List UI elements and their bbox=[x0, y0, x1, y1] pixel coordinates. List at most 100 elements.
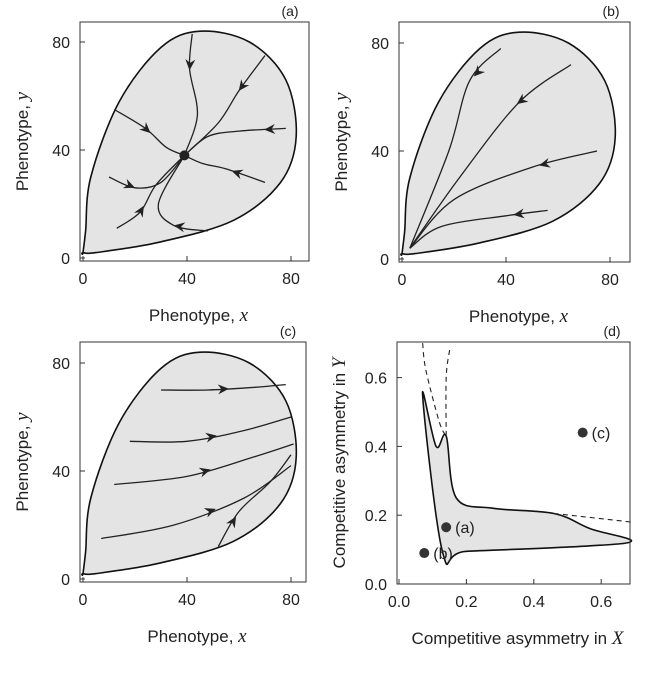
trajectory-line bbox=[183, 127, 286, 156]
trajectory-arrow bbox=[264, 124, 276, 135]
y-tick-label: 80 bbox=[52, 35, 70, 52]
y-axis-variable: y bbox=[12, 412, 33, 423]
y-tick-label: 80 bbox=[52, 356, 70, 373]
plot-frame bbox=[398, 21, 631, 263]
trajectory-arrow bbox=[173, 222, 186, 233]
y-tick-label: 40 bbox=[371, 144, 389, 161]
trajectory-line bbox=[160, 383, 286, 391]
trajectory-arrow bbox=[198, 467, 211, 478]
x-tick-label: 80 bbox=[601, 272, 619, 289]
y-axis-variable: y bbox=[331, 92, 352, 103]
x-tick-label: 0.0 bbox=[388, 594, 410, 611]
trajectory-line bbox=[409, 150, 598, 249]
trajectory-arrow bbox=[217, 384, 229, 395]
feasible-region bbox=[81, 351, 298, 576]
trajectory-arrow bbox=[185, 59, 196, 71]
trajectory-arrow bbox=[122, 178, 135, 189]
x-tick-label: 80 bbox=[282, 271, 300, 288]
y-axis-label: Phenotype, y bbox=[331, 92, 352, 192]
panel-label: (c) bbox=[280, 323, 296, 339]
case-point bbox=[419, 548, 430, 559]
trajectory-arrow bbox=[139, 122, 151, 134]
x-tick-label: 40 bbox=[497, 272, 515, 289]
x-axis-variable: x bbox=[559, 306, 569, 327]
trajectory-arrow bbox=[238, 79, 250, 92]
x-axis-variable: x bbox=[239, 305, 249, 326]
x-axis-label: Phenotype, x bbox=[149, 305, 249, 326]
trajectory-line bbox=[114, 443, 294, 486]
trajectory-line bbox=[184, 154, 266, 184]
y-tick-label: 40 bbox=[52, 464, 70, 481]
trajectory-arrow bbox=[203, 508, 216, 518]
panel-d: (d) 0.0 0.2 0.4 0.6 0.0 0.2 0.4 0.6 Competitive a… bbox=[329, 323, 633, 649]
x-axis-label: Competitive asymmetry in X bbox=[412, 628, 625, 649]
x-tick-label: 40 bbox=[178, 592, 196, 609]
boundary-dashed-line bbox=[445, 350, 451, 437]
x-tick-label: 0.6 bbox=[590, 594, 612, 611]
feasible-region bbox=[400, 31, 617, 256]
panel-label: (a) bbox=[281, 3, 298, 19]
trajectory-line bbox=[108, 154, 185, 189]
y-tick-label: 40 bbox=[52, 143, 70, 160]
panel-label: (b) bbox=[602, 3, 619, 19]
x-tick-label: 0.2 bbox=[455, 594, 477, 611]
boundary-dashed-line bbox=[553, 512, 632, 523]
x-tick-label: 0.4 bbox=[523, 594, 545, 611]
y-tick-label: 0 bbox=[61, 572, 70, 589]
case-point-label: (c) bbox=[592, 426, 611, 443]
trajectory-arrow bbox=[473, 65, 486, 77]
equilibrium-point bbox=[179, 150, 190, 161]
panel-a: (a) 0 40 80 0 40 80 Phenotype, x Phenotype, y bbox=[12, 3, 310, 326]
y-tick-label: 80 bbox=[371, 36, 389, 53]
y-tick-label: 0 bbox=[61, 251, 70, 268]
case-point bbox=[577, 427, 588, 438]
trajectory-arrow bbox=[513, 208, 525, 219]
y-tick-label: 0.4 bbox=[365, 439, 387, 456]
y-axis-variable: Y bbox=[329, 355, 350, 368]
trajectory-arrow bbox=[231, 169, 244, 180]
x-tick-label: 0 bbox=[398, 272, 407, 289]
panel-c: (c) 0 40 80 0 40 80 Phenotype, x Phenotype, y bbox=[12, 323, 307, 647]
y-tick-label: 0.0 bbox=[365, 577, 387, 594]
plot-frame bbox=[396, 341, 631, 585]
trajectory-arrow bbox=[226, 516, 237, 529]
trajectory-arrow bbox=[538, 157, 551, 168]
x-axis-variable: x bbox=[237, 626, 247, 647]
trajectory-arrow bbox=[205, 432, 217, 443]
trajectory-arrow bbox=[134, 205, 144, 218]
y-axis-variable: y bbox=[12, 91, 33, 102]
trajectory-line bbox=[409, 209, 548, 249]
trajectory-line bbox=[217, 454, 292, 547]
trajectory-line bbox=[409, 47, 502, 249]
y-axis-label: Phenotype, y bbox=[12, 412, 33, 512]
panel-b: (b) 0 40 80 0 40 80 Phenotype, x Phenotype, y bbox=[331, 3, 631, 327]
boundary-dashed-line bbox=[422, 343, 447, 437]
trajectory-line bbox=[409, 64, 572, 249]
plot-frame bbox=[79, 341, 307, 583]
trajectory-line bbox=[183, 33, 199, 156]
trajectory-line bbox=[157, 155, 208, 232]
x-tick-label: 80 bbox=[282, 592, 300, 609]
trajectory-line bbox=[116, 154, 185, 229]
trajectory-arrow bbox=[516, 93, 529, 105]
y-tick-label: 0.6 bbox=[365, 371, 387, 388]
trajectory-line bbox=[129, 416, 292, 443]
y-tick-label: 0.2 bbox=[365, 508, 387, 525]
panel-label: (d) bbox=[603, 323, 620, 339]
plot-frame bbox=[79, 21, 310, 262]
feasible-region bbox=[421, 390, 633, 566]
x-axis-label: Phenotype, x bbox=[147, 626, 247, 647]
x-axis-label: Phenotype, x bbox=[469, 306, 569, 327]
x-tick-label: 40 bbox=[178, 271, 196, 288]
x-tick-label: 0 bbox=[79, 592, 88, 609]
case-point-label: (a) bbox=[455, 520, 475, 537]
x-tick-label: 0 bbox=[79, 271, 88, 288]
case-point-label: (b) bbox=[433, 546, 453, 563]
trajectory-line bbox=[113, 108, 185, 156]
y-axis-label: Phenotype, y bbox=[12, 91, 33, 191]
x-axis-variable: X bbox=[611, 628, 625, 649]
case-point bbox=[441, 522, 452, 533]
y-tick-label: 0 bbox=[380, 252, 389, 269]
y-axis-label: Competitive asymmetry in Y bbox=[329, 355, 350, 568]
